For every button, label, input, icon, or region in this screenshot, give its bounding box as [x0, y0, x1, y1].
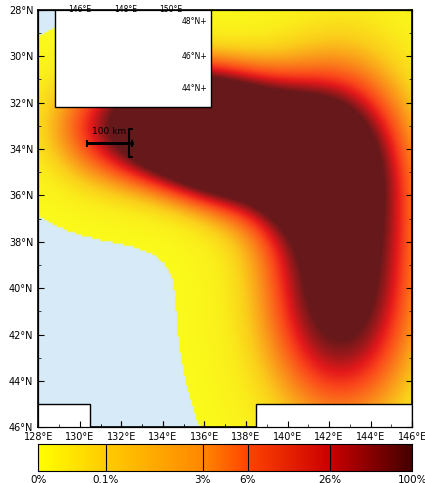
Text: 48°N+: 48°N+ — [181, 17, 207, 26]
Text: 26%: 26% — [318, 475, 342, 483]
Bar — [55, 3, 211, 107]
Bar — [0, 404, 90, 483]
Text: 148°E: 148°E — [114, 5, 137, 14]
Text: 6%: 6% — [239, 475, 256, 483]
Text: 100 km: 100 km — [92, 128, 126, 136]
Bar — [256, 404, 412, 483]
Text: 46°N+: 46°N+ — [181, 52, 207, 60]
Bar — [111, 451, 225, 483]
Text: 0.1%: 0.1% — [92, 475, 119, 483]
Text: 0%: 0% — [30, 475, 46, 483]
Text: 3%: 3% — [195, 475, 211, 483]
Text: 44°N+: 44°N+ — [181, 84, 207, 93]
Text: 100%: 100% — [397, 475, 425, 483]
Text: 150°E: 150°E — [160, 5, 183, 14]
Text: 146°E: 146°E — [68, 5, 91, 14]
